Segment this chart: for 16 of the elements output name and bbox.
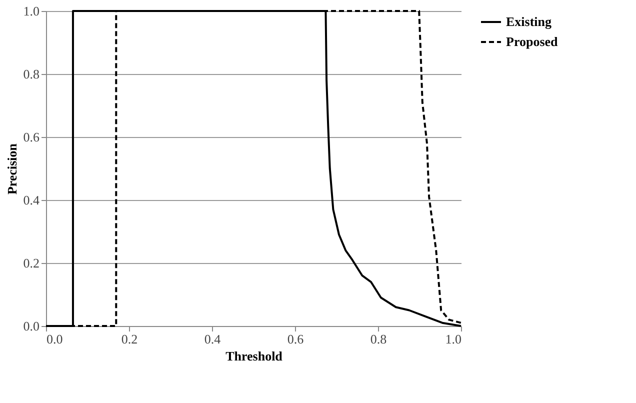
y-tick-label: 0.0 (23, 318, 40, 334)
y-tick-label: 0.6 (23, 130, 40, 144)
legend-label: Existing (506, 14, 552, 29)
legend-label: Proposed (506, 34, 559, 49)
x-tick-label: 1.0 (445, 332, 462, 346)
y-tick-label: 0.8 (23, 66, 40, 82)
x-axis-title: Threshold (226, 348, 284, 364)
y-tick-label: 0.4 (23, 192, 40, 208)
x-tick-label: 0.6 (287, 332, 304, 346)
x-tick-label: 0.4 (204, 332, 222, 346)
x-tick-label: 0.0 (46, 332, 63, 346)
y-tick-label: 0.2 (23, 256, 40, 270)
x-tick-label: 0.2 (121, 332, 138, 346)
y-tick-label: 1.0 (23, 4, 40, 18)
y-axis-title: Precision (4, 142, 20, 195)
x-tick-label: 0.8 (370, 332, 387, 346)
